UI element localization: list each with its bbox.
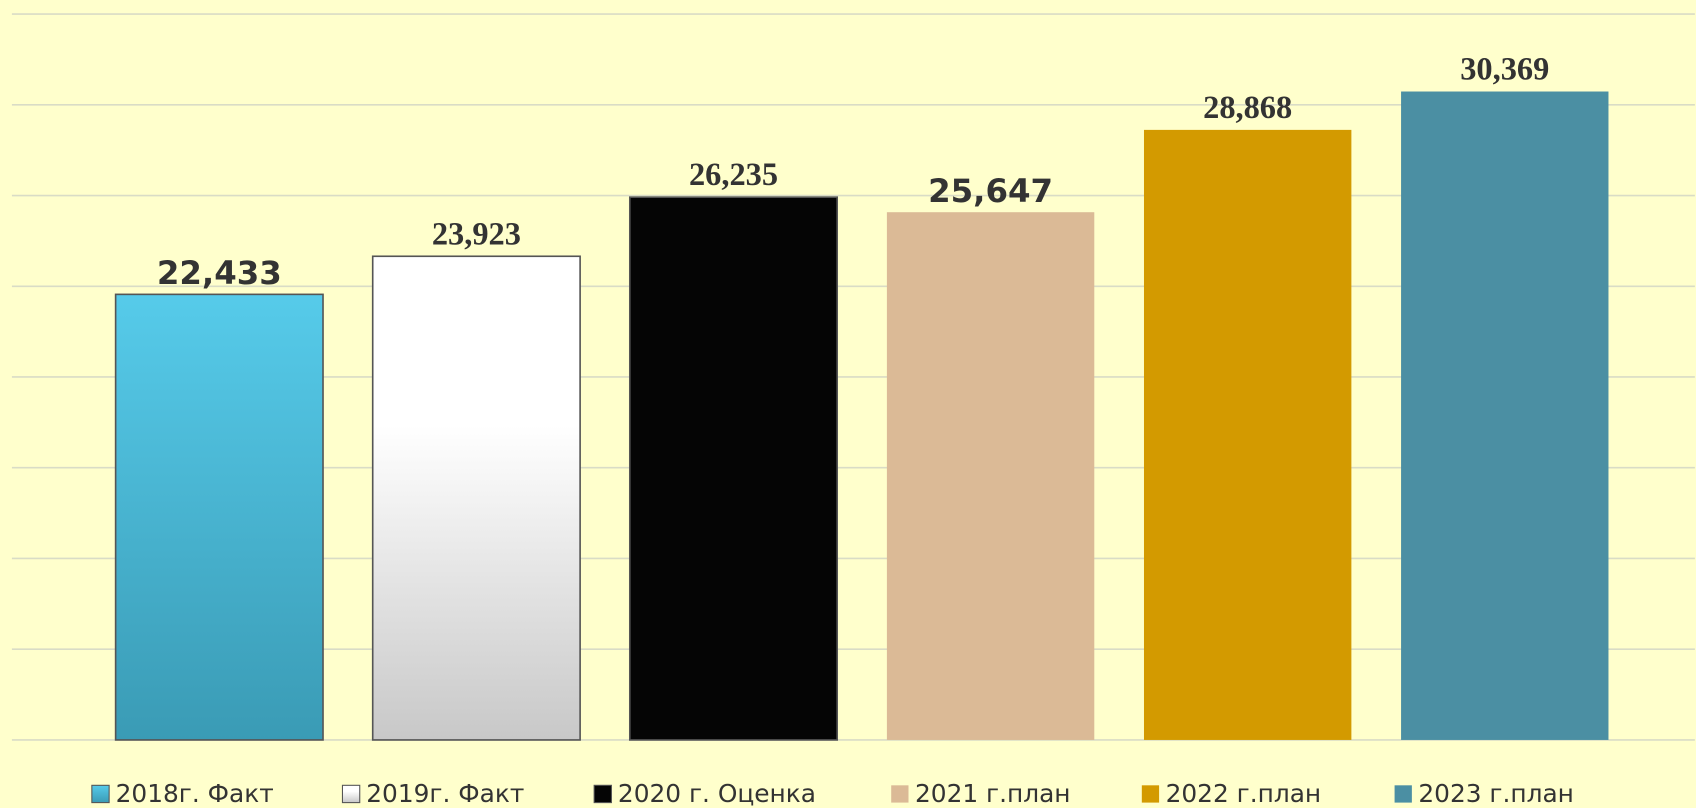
- legend-swatch: [593, 784, 612, 804]
- value-label: 30,369: [1460, 52, 1549, 88]
- value-label: 23,923: [432, 216, 521, 252]
- legend-label: 2020 г. Оценка: [618, 779, 816, 808]
- bar: [628, 196, 839, 741]
- bar: [371, 255, 581, 741]
- legend-label: 2021 г.план: [915, 779, 1071, 808]
- value-label: 26,235: [689, 157, 778, 193]
- legend-swatch: [341, 784, 361, 804]
- legend-label: 2018г. Факт: [116, 779, 274, 808]
- legend-label: 2019г. Факт: [366, 779, 524, 808]
- bar: [886, 212, 1095, 740]
- legend-swatch: [891, 785, 909, 803]
- value-label: 22,433: [157, 254, 282, 292]
- legend-label: 2023 г.план: [1418, 779, 1574, 808]
- bar: [1143, 129, 1352, 740]
- legend-swatch: [1141, 785, 1160, 803]
- bar: [114, 293, 324, 741]
- legend-swatch: [91, 784, 110, 804]
- legend-label: 2022 г.план: [1166, 779, 1322, 808]
- value-label: 25,647: [928, 172, 1053, 210]
- value-label: 28,868: [1203, 90, 1292, 126]
- legend-swatch: [1394, 785, 1412, 803]
- bar: [1401, 91, 1609, 740]
